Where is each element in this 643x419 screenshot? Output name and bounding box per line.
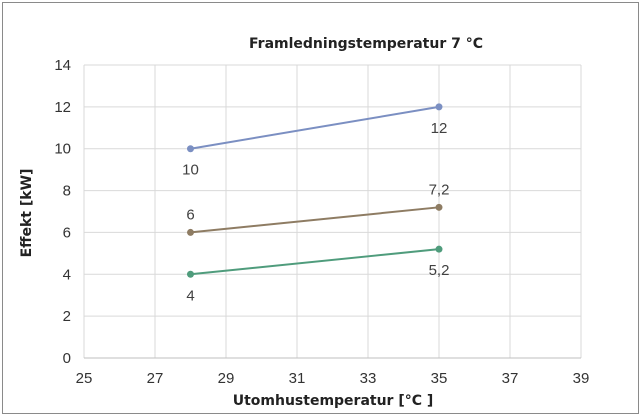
x-tick-label: 25 bbox=[76, 370, 93, 387]
data-label: 4 bbox=[186, 287, 194, 304]
chart: 0 2 4 6 8 10 12 14 25 27 29 31 33 35 37 39 10 12 6 7,2 4 5,2… bbox=[19, 36, 589, 409]
data-label: 12 bbox=[431, 120, 448, 137]
data-point bbox=[435, 203, 443, 211]
data-point bbox=[187, 270, 194, 278]
axes: 0 2 4 6 8 10 12 14 25 27 29 31 33 35 37 39 bbox=[54, 57, 589, 387]
y-tick-label: 8 bbox=[63, 183, 71, 200]
data-labels: 10 12 6 7,2 4 5,2 bbox=[182, 120, 449, 304]
x-tick-label: 31 bbox=[289, 370, 306, 387]
x-tick-label: 37 bbox=[502, 370, 519, 387]
x-tick-label: 35 bbox=[431, 370, 448, 387]
x-tick-label: 39 bbox=[573, 370, 590, 387]
grid bbox=[83, 64, 582, 358]
y-tick-label: 4 bbox=[63, 266, 71, 283]
data-label: 7,2 bbox=[429, 181, 450, 198]
data-label: 5,2 bbox=[429, 262, 450, 279]
data-point bbox=[435, 245, 443, 253]
data-label: 10 bbox=[182, 162, 199, 179]
data-point bbox=[187, 228, 194, 236]
chart-frame: 0 2 4 6 8 10 12 14 25 27 29 31 33 35 37 39 10 12 6 7,2 4 5,2… bbox=[2, 2, 639, 414]
y-tick-label: 2 bbox=[63, 308, 71, 325]
data-point bbox=[435, 103, 443, 111]
y-tick-label: 14 bbox=[54, 57, 71, 74]
y-tick-label: 0 bbox=[63, 350, 71, 367]
y-axis-title: Effekt [kW] bbox=[19, 169, 35, 258]
y-tick-label: 10 bbox=[54, 141, 71, 158]
x-axis-title: Utomhustemperatur [°C ] bbox=[233, 393, 434, 409]
y-tick-label: 6 bbox=[63, 224, 71, 241]
series-line-1 bbox=[190, 105, 440, 150]
y-tick-label: 12 bbox=[54, 99, 71, 116]
x-tick-label: 27 bbox=[147, 370, 164, 387]
data-label: 6 bbox=[186, 206, 194, 223]
series-line-2 bbox=[190, 206, 440, 234]
data-point bbox=[187, 145, 194, 153]
chart-title: Framledningstemperatur 7 °C bbox=[249, 36, 483, 52]
series-line-3 bbox=[190, 248, 440, 276]
series-layer bbox=[187, 103, 443, 278]
x-tick-label: 33 bbox=[360, 370, 377, 387]
x-tick-label: 29 bbox=[218, 370, 235, 387]
